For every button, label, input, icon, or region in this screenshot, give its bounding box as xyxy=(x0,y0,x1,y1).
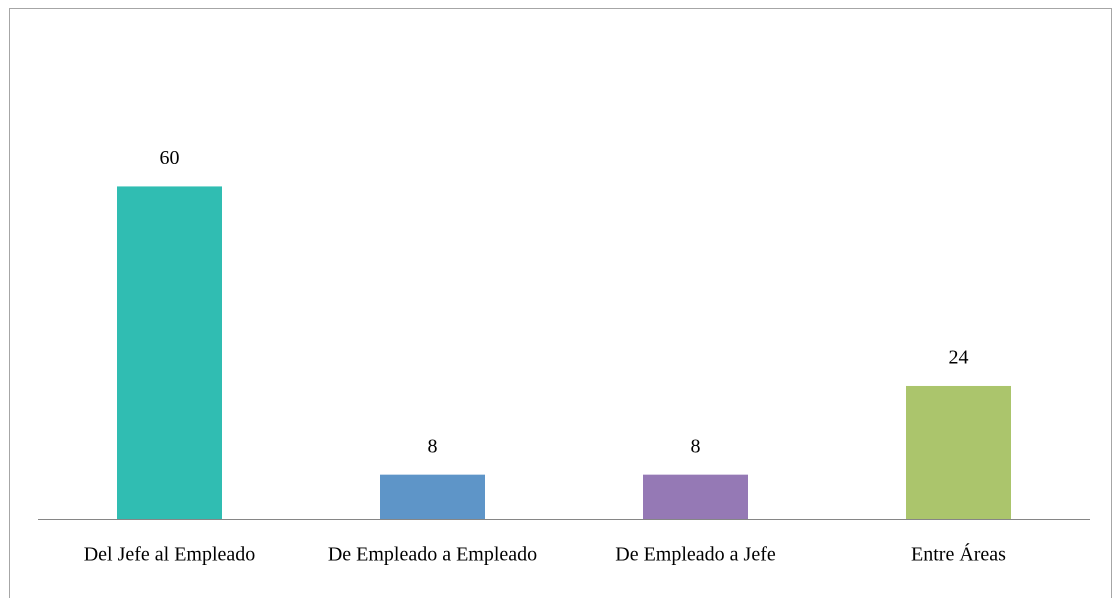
data-label: 8 xyxy=(428,435,438,457)
x-tick-label: Del Jefe al Empleado xyxy=(84,544,256,566)
data-label: 8 xyxy=(691,435,701,457)
x-tick-label: De Empleado a Empleado xyxy=(328,544,537,566)
x-tick-label: De Empleado a Jefe xyxy=(615,544,776,566)
x-tick-label: Entre Áreas xyxy=(911,543,1006,566)
bar xyxy=(380,474,485,519)
chart-frame xyxy=(9,8,1112,598)
data-label: 24 xyxy=(949,347,969,369)
bar xyxy=(643,474,748,519)
bar xyxy=(906,385,1011,519)
bar xyxy=(117,186,222,519)
data-label: 60 xyxy=(160,147,180,169)
